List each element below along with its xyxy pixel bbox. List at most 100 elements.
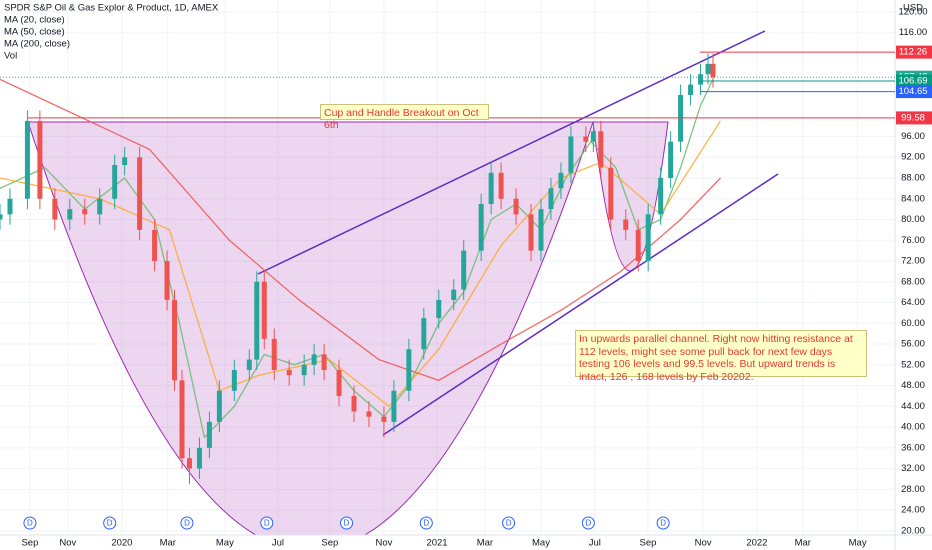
- x-tick-label: Sep: [639, 538, 656, 549]
- x-tick-label: Sep: [21, 538, 38, 549]
- y-tick-label: 92.00: [901, 152, 925, 163]
- legend-entry: Vol: [4, 51, 17, 62]
- candle-body: [351, 395, 357, 412]
- price-level-label: 99.58: [901, 112, 925, 123]
- candle-body: [598, 131, 604, 168]
- y-tick-label: 48.00: [901, 380, 925, 391]
- y-tick-label: 32.00: [901, 463, 925, 474]
- candle-body: [179, 380, 185, 459]
- x-tick-label: 2022: [746, 538, 767, 549]
- x-tick-label: Mar: [160, 538, 176, 549]
- dividend-marker: [656, 516, 670, 530]
- y-tick-label: 40.00: [901, 422, 925, 433]
- candle-body: [451, 289, 457, 300]
- candle-body: [513, 198, 519, 215]
- x-tick-label: Jul: [272, 538, 284, 549]
- candle-body: [478, 203, 484, 251]
- candle-body: [406, 349, 412, 391]
- candle-body: [24, 120, 30, 199]
- dividend-label: D: [585, 519, 591, 528]
- candle-body: [548, 188, 554, 210]
- dividend-label: D: [423, 519, 429, 528]
- candle-body: [608, 167, 614, 220]
- x-tick-label: May: [532, 538, 550, 549]
- x-tick-label: May: [849, 538, 867, 549]
- y-tick-label: 52.00: [901, 359, 925, 370]
- price-level-label: 112.26: [899, 47, 927, 58]
- candle-body: [186, 458, 192, 469]
- candle-body: [635, 229, 641, 262]
- candle-body: [498, 172, 504, 199]
- candle-body: [216, 390, 222, 422]
- candle-body: [538, 209, 544, 251]
- dividend-label: D: [506, 519, 512, 528]
- candle-body: [710, 63, 716, 78]
- channel-lower: [382, 173, 779, 436]
- dividend-marker: [502, 516, 516, 530]
- candle-body: [82, 209, 88, 215]
- y-tick-label: 76.00: [901, 235, 925, 246]
- candle-body: [583, 136, 589, 142]
- y-tick-label: 36.00: [901, 442, 925, 453]
- candle-body: [366, 411, 372, 417]
- candle-body: [254, 281, 260, 360]
- candle-body: [336, 369, 342, 396]
- x-tick-label: 2021: [426, 538, 447, 549]
- candle-body: [645, 214, 651, 262]
- candle-body: [391, 390, 397, 422]
- candle-body: [421, 318, 427, 350]
- y-tick-label: 60.00: [901, 318, 925, 329]
- candle-body: [590, 131, 596, 142]
- candle-body: [122, 157, 128, 166]
- dividend-label: D: [264, 519, 270, 528]
- legend-entry: MA (20, close): [4, 15, 65, 26]
- dividend-marker: [103, 516, 117, 530]
- y-tick-label: 96.00: [901, 131, 925, 142]
- price-level-box: [896, 85, 932, 99]
- x-tick-label: Sep: [321, 538, 338, 549]
- legend-entry: MA (50, close): [4, 27, 65, 38]
- y-tick-label: 80.00: [901, 214, 925, 225]
- annotation: In upwards parallel channel. Right now h…: [575, 330, 867, 383]
- candle-body: [7, 198, 13, 215]
- currency-label: USD: [903, 3, 923, 14]
- dividend-marker: [23, 516, 37, 530]
- y-tick-label: 120.00: [898, 6, 927, 17]
- dividend-label: D: [344, 519, 350, 528]
- candle-body: [705, 63, 711, 75]
- candle-body: [488, 172, 494, 204]
- x-tick-label: Nov: [59, 538, 76, 549]
- candle-body: [231, 369, 237, 391]
- dividend-label: D: [660, 519, 666, 528]
- y-tick-label: 72.00: [901, 256, 925, 267]
- candle-body: [271, 338, 277, 370]
- candle-body: [528, 214, 534, 251]
- candle-body: [97, 198, 103, 215]
- candle-body: [206, 421, 212, 448]
- candle-body: [436, 299, 442, 319]
- candle-body: [558, 172, 564, 189]
- y-tick-label: 20.00: [901, 525, 925, 536]
- channel-upper: [257, 30, 766, 275]
- dividend-marker: [419, 516, 433, 530]
- y-tick-label: 88.00: [901, 173, 925, 184]
- candle-body: [196, 447, 202, 469]
- candle-body: [0, 214, 3, 220]
- candle-body: [623, 219, 629, 230]
- dividend-label: D: [27, 519, 33, 528]
- y-tick-label: 44.00: [901, 401, 925, 412]
- x-tick-label: Mar: [795, 538, 811, 549]
- candle-body: [112, 165, 118, 199]
- dividend-marker: [581, 516, 595, 530]
- candle-body: [311, 354, 317, 365]
- price-level-label: 106.69: [898, 76, 927, 87]
- chart-title: SPDR S&P Oil & Gas Explor & Product, 1D,…: [4, 3, 219, 14]
- candle-body: [668, 141, 674, 178]
- legend-entry: MA (200, close): [4, 39, 70, 50]
- candle-body: [172, 299, 178, 381]
- y-tick-label: 24.00: [901, 505, 925, 516]
- candle-body: [381, 416, 387, 422]
- cup-drawing: [27, 121, 594, 535]
